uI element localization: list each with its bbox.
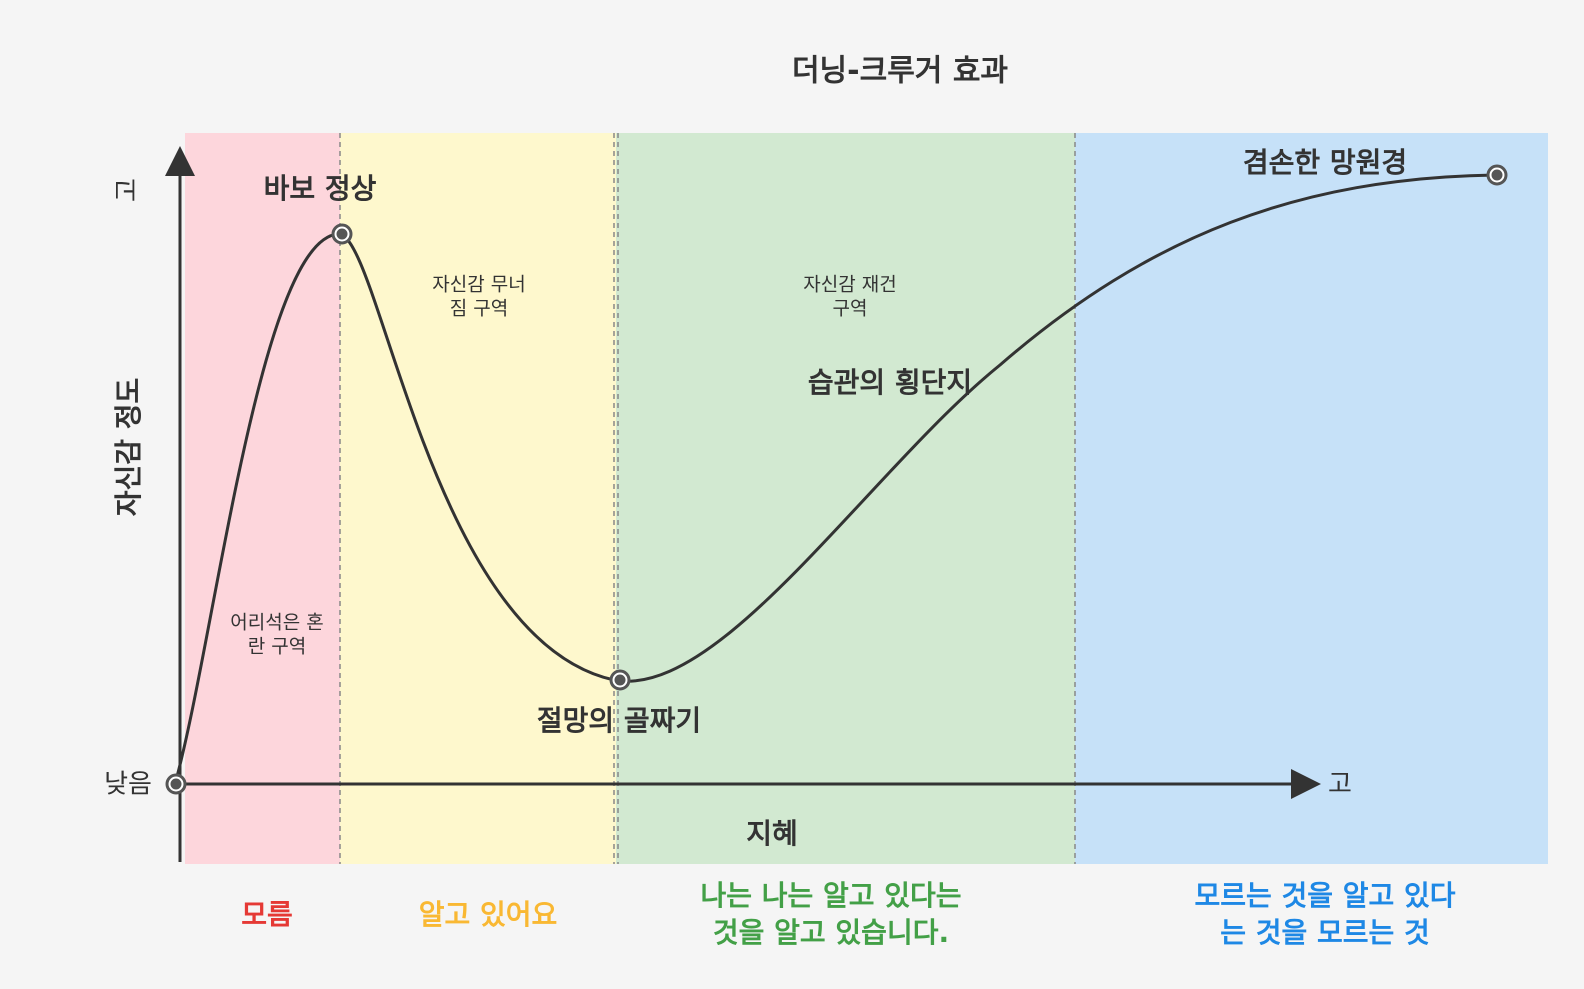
stage-label: 는 것을 모르는 것: [1220, 916, 1430, 949]
y-low: 낮음: [104, 770, 152, 800]
y-axis-label: 자신감 정도: [112, 378, 145, 517]
zone-bg: [1075, 133, 1548, 864]
zone-bg: [185, 133, 340, 864]
zone-label: 짐 구역: [450, 298, 508, 320]
point-dot: [336, 228, 348, 240]
point-dot: [614, 674, 626, 686]
zone-label: 자신감 무너: [432, 274, 525, 296]
zone-bg: [616, 133, 1075, 864]
stage-label: 모르는 것을 알고 있다: [1194, 879, 1455, 912]
point-label: 습관의 횡단지: [808, 366, 972, 399]
zone-label: 란 구역: [248, 636, 306, 658]
zone-label: 어리석은 혼: [230, 612, 323, 634]
point-dot: [170, 778, 182, 790]
point-label: 절망의 골짜기: [537, 704, 701, 737]
stage-label: 나는 나는 알고 있다는: [700, 879, 961, 912]
curve: [173, 173, 1496, 785]
point-label: 겸손한 망원경: [1243, 146, 1407, 179]
stage-label: 것을 알고 있습니다.: [713, 916, 949, 949]
title: 더닝-크루거 효과: [792, 54, 1008, 89]
x-axis-label: 지혜: [746, 817, 798, 850]
zone-bg: [340, 133, 616, 864]
stage-label: 알고 있어요: [419, 898, 558, 931]
zone-label: 자신감 재건: [803, 274, 896, 296]
stage-label: 모름: [241, 898, 293, 931]
point-label: 바보 정상: [264, 172, 377, 205]
y-high: 고: [113, 178, 143, 202]
point-dot: [1491, 169, 1503, 181]
zone-label: 구역: [833, 298, 868, 320]
x-high: 고: [1328, 770, 1352, 800]
